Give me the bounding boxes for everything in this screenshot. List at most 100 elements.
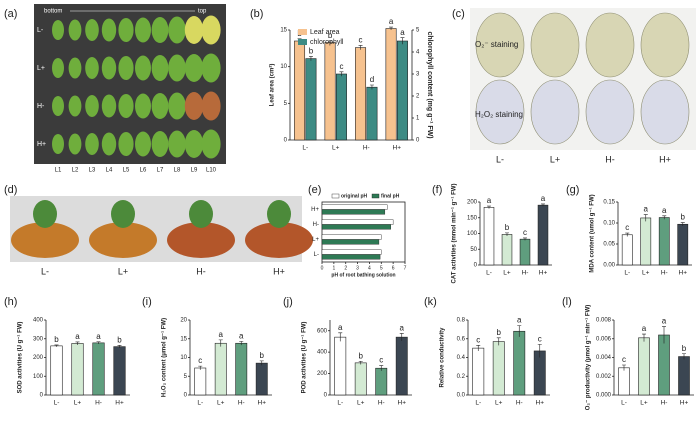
- row-label: O₂⁻ staining: [475, 40, 518, 49]
- column-label: H-: [605, 154, 615, 164]
- leaf: [101, 56, 117, 80]
- significance-letter: b: [359, 351, 364, 360]
- significance-letter: c: [476, 335, 480, 344]
- dish: [11, 222, 79, 258]
- bar: [658, 334, 670, 396]
- leaf: [168, 16, 186, 44]
- column-label: L+: [550, 154, 560, 164]
- x-tick-label: H+: [398, 400, 407, 407]
- panel-label: (e): [308, 184, 321, 196]
- significance-letter: b: [309, 47, 314, 56]
- significance-letter: a: [644, 205, 649, 214]
- significance-letter: c: [538, 334, 542, 343]
- leaf: [151, 131, 169, 157]
- bar: [375, 367, 388, 396]
- leaf: [52, 20, 64, 40]
- bar: [472, 347, 485, 396]
- column-label: L2: [72, 168, 79, 174]
- significance-letter: a: [219, 330, 224, 339]
- y-tick-label: 10: [280, 64, 287, 70]
- x-tick-label: H-: [661, 270, 668, 277]
- x-tick-label: H+: [680, 400, 689, 407]
- error-bar: [680, 222, 685, 226]
- y2-axis-label: chlorophyll content (mg g⁻¹ FW): [426, 31, 433, 138]
- bar: [395, 336, 408, 396]
- error-bar: [662, 326, 666, 344]
- leaf: [184, 16, 204, 44]
- panel-label: (a): [4, 8, 17, 20]
- x-tick-label: L-: [486, 270, 492, 277]
- y-tick-label: 0.00: [603, 263, 615, 269]
- bar: [321, 209, 386, 215]
- y-tick-label: 0: [184, 393, 188, 399]
- significance-letter: d: [370, 75, 374, 84]
- x-tick-label: 1: [332, 265, 335, 271]
- error-bar: [505, 232, 509, 237]
- panel-label: (d): [4, 184, 17, 196]
- bar: [519, 238, 531, 266]
- leaf: [135, 93, 151, 119]
- y-tick-label: H+: [311, 207, 319, 213]
- column-label: L-: [496, 154, 504, 164]
- panel-label: (i): [142, 296, 152, 308]
- x-tick-label: L-: [197, 400, 203, 407]
- bar: [537, 204, 549, 266]
- x-tick-label: H+: [536, 400, 545, 407]
- leaf: [184, 54, 204, 82]
- x-tick-label: L+: [357, 400, 365, 407]
- x-tick-label: 4: [368, 265, 371, 271]
- significance-letter: c: [523, 228, 527, 237]
- start-label: bottom: [44, 9, 62, 15]
- error-bar: [239, 341, 244, 346]
- panel-label: (l): [562, 296, 572, 308]
- error-bar: [537, 344, 542, 358]
- leaf: [85, 95, 99, 117]
- error-bar: [642, 333, 646, 342]
- leaf: [585, 79, 635, 145]
- error-bar: [622, 364, 626, 371]
- bar: [640, 217, 652, 266]
- error-bar: [339, 71, 344, 77]
- leaf: [585, 12, 635, 78]
- leaf: [168, 130, 186, 158]
- y-tick-label: 150: [467, 215, 478, 221]
- leaf: [201, 129, 221, 159]
- leaf: [118, 94, 134, 118]
- y-tick-label: 0.000: [596, 393, 612, 399]
- significance-letter: c: [339, 62, 343, 71]
- bar: [321, 239, 380, 245]
- bar: [321, 219, 394, 225]
- bar: [492, 341, 505, 396]
- bar: [92, 342, 105, 396]
- leaf: [68, 95, 82, 117]
- x-tick-label: H-: [661, 400, 668, 407]
- leaf: [68, 57, 82, 79]
- significance-letter: a: [338, 323, 343, 332]
- leaf: [530, 79, 580, 145]
- error-bar: [96, 341, 101, 344]
- y-axis-label: MDA content (umol g⁻¹ FW): [589, 194, 596, 272]
- dish: [167, 222, 235, 258]
- significance-letter: a: [400, 324, 405, 333]
- y-tick-label: H-: [313, 222, 319, 228]
- significance-letter: a: [662, 206, 667, 215]
- y-tick-label: 200: [467, 200, 478, 206]
- y2-tick-label: 4: [416, 50, 420, 56]
- column-label: L+: [118, 266, 128, 276]
- bar: [324, 42, 336, 141]
- leaf: [184, 130, 204, 158]
- x-tick-label: L-: [54, 400, 60, 407]
- plant: [267, 200, 291, 228]
- y-tick-label: 10: [180, 355, 187, 361]
- y-tick-label: L-: [314, 252, 319, 258]
- y-tick-label: 5: [184, 374, 188, 380]
- bar: [677, 223, 689, 266]
- panel-label: (k): [424, 296, 437, 308]
- y-tick-label: 0.8: [457, 318, 466, 324]
- bar: [678, 356, 690, 396]
- panel-label: (g): [566, 184, 579, 196]
- x-tick-label: L+: [640, 400, 648, 407]
- x-tick-label: 6: [392, 265, 395, 271]
- bar: [50, 345, 63, 396]
- leaf: [118, 18, 134, 42]
